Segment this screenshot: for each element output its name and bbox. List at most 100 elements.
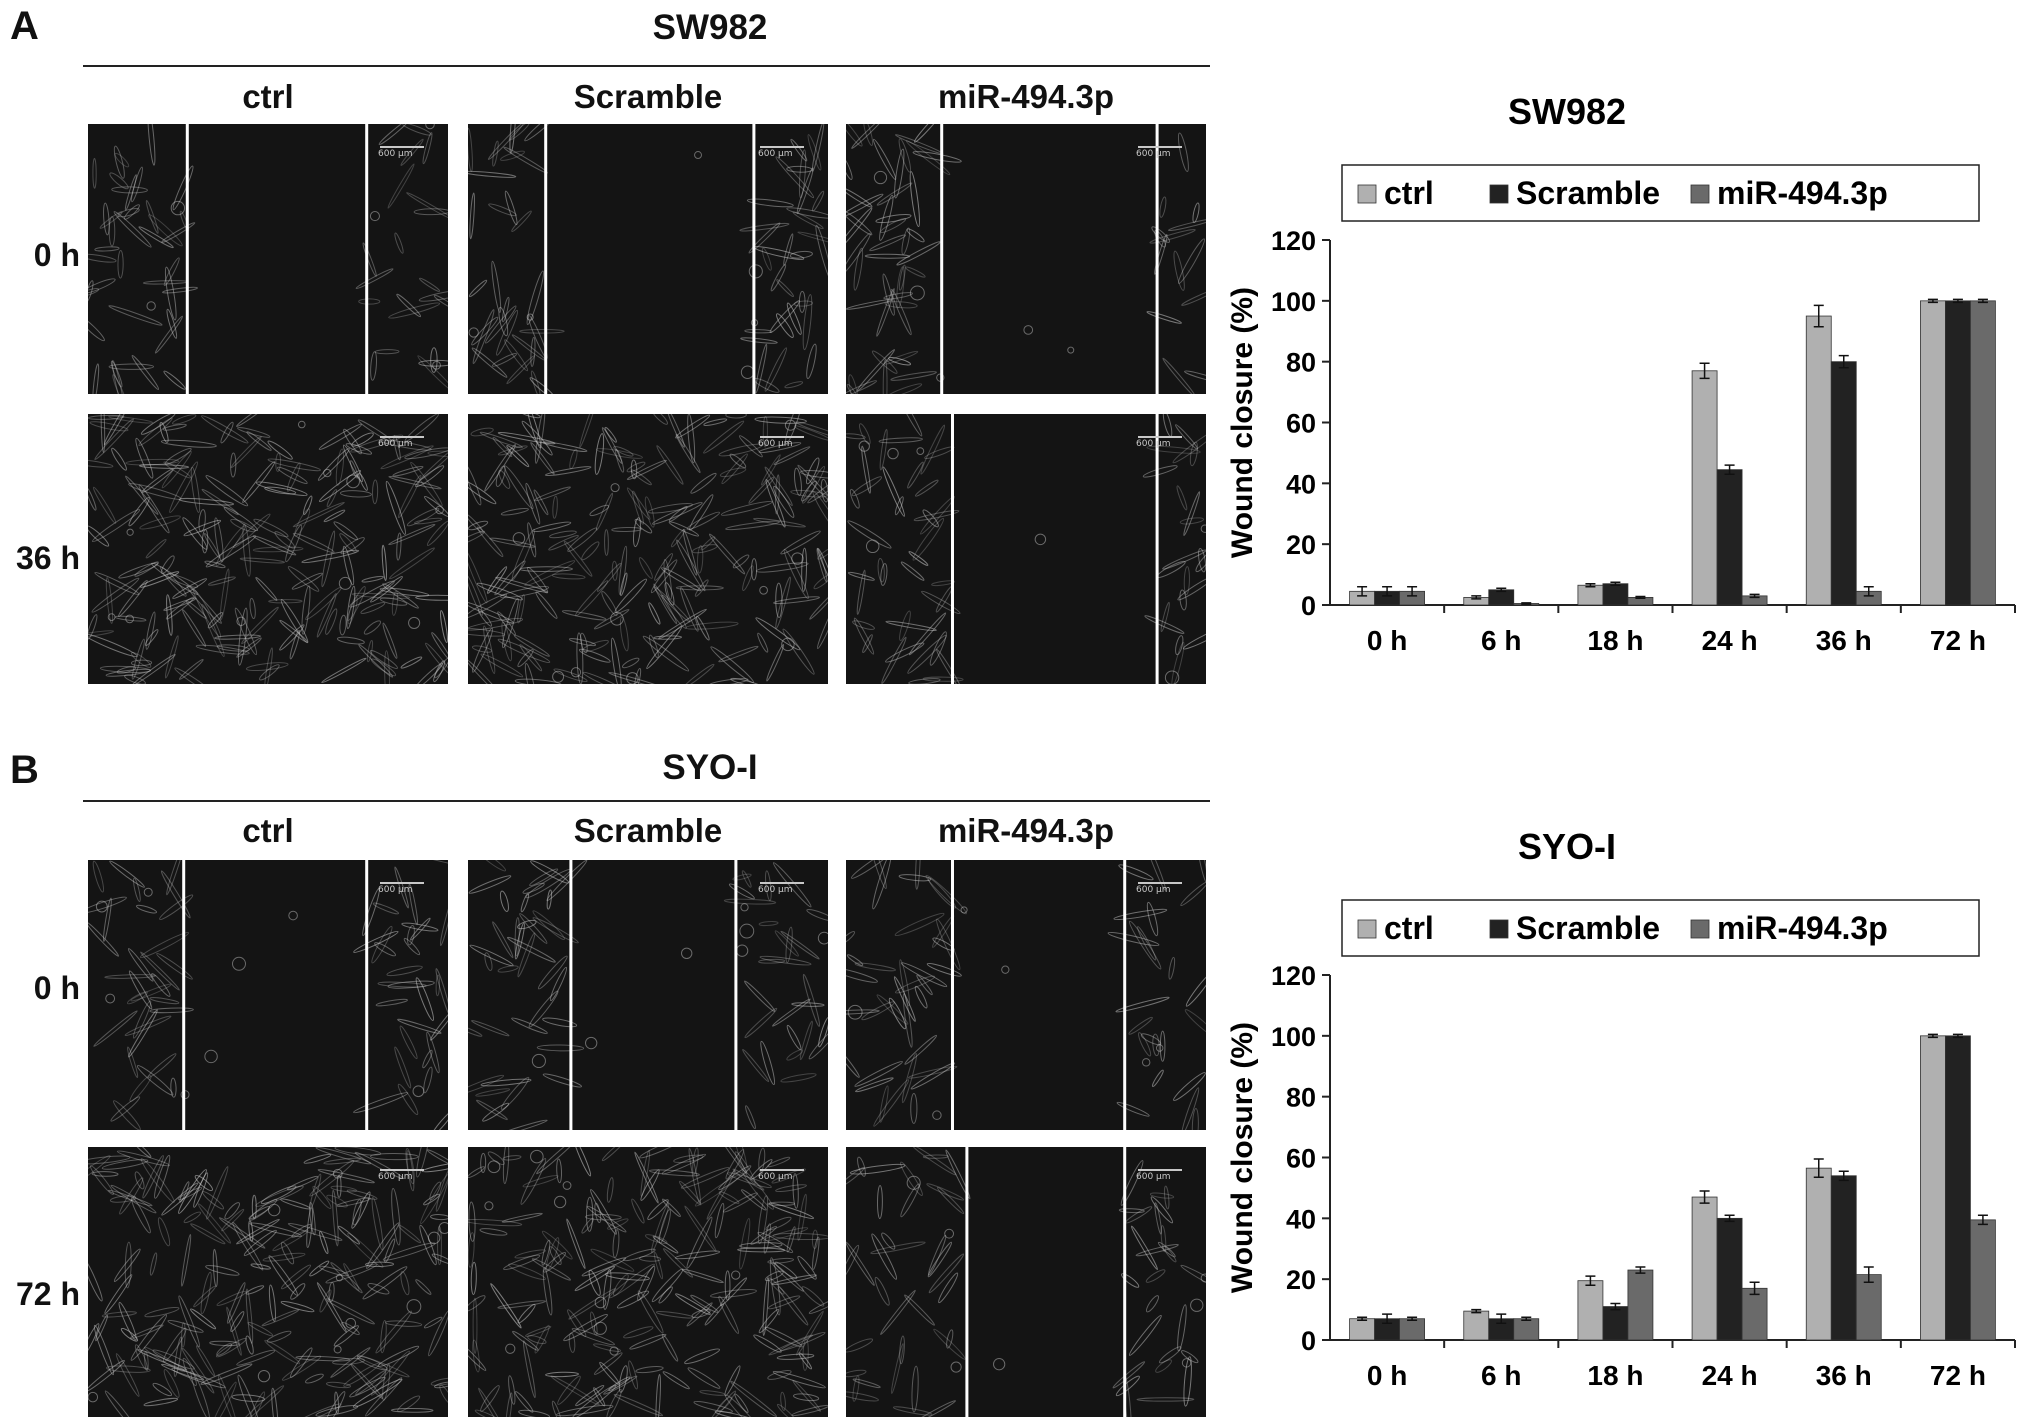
error-bar	[1863, 586, 1874, 597]
error-bar	[1357, 1316, 1368, 1321]
bar	[1488, 589, 1515, 606]
micrograph-a-ctrl-0h: 600 µm	[88, 124, 448, 394]
y-tick-label: 0	[1301, 1326, 1316, 1356]
x-tick-label: 72 h	[1930, 1360, 1986, 1391]
bar	[1513, 1318, 1540, 1341]
scale-bar-label: 600 µm	[1136, 149, 1171, 159]
bar	[1830, 1175, 1857, 1341]
scale-bar: 600 µm	[378, 882, 426, 896]
scale-bar-line	[760, 436, 804, 438]
y-tick-label: 80	[1286, 1083, 1316, 1113]
panel-a-row-0h: 0 h	[33, 237, 80, 273]
x-tick-label: 24 h	[1702, 625, 1758, 656]
scale-bar-line	[760, 1169, 804, 1171]
legend-swatch	[1690, 919, 1710, 939]
error-bar	[1724, 464, 1735, 475]
scale-bar-label: 600 µm	[758, 149, 793, 159]
chart-syo-i: SYO-I ctrl Scramble miR-494.3p 0 20 40 60 80 100 1…	[1226, 826, 2016, 1391]
y-tick-label: 60	[1286, 409, 1316, 439]
error-bar	[1635, 595, 1646, 600]
scale-bar-label: 600 µm	[378, 885, 413, 895]
error-bar	[1927, 298, 1938, 304]
bar	[1691, 370, 1718, 606]
legend-label: Scramble	[1516, 910, 1660, 946]
panel-a-title: SW982	[652, 8, 768, 47]
error-bar	[1977, 298, 1988, 304]
scale-bar: 600 µm	[378, 1169, 426, 1183]
bar	[1602, 1306, 1629, 1341]
bar	[1805, 315, 1832, 606]
error-bar	[1357, 586, 1368, 597]
bar	[1830, 361, 1857, 606]
error-bar	[1496, 1313, 1507, 1325]
panel-b-row-0h: 0 h	[33, 970, 80, 1006]
error-bar	[1813, 304, 1824, 328]
scale-bar-line	[1138, 1169, 1182, 1171]
legend-label: ctrl	[1384, 175, 1434, 211]
x-tick-label: 0 h	[1367, 625, 1407, 656]
bar	[1945, 300, 1971, 606]
bar	[1716, 469, 1743, 606]
bar	[1349, 1318, 1375, 1341]
micrograph-a-scramble-36h: 600 µm	[468, 414, 828, 684]
x-tick-label: 6 h	[1481, 1360, 1521, 1391]
scale-bar: 600 µm	[1136, 882, 1184, 896]
error-bar	[1863, 1266, 1874, 1283]
scale-bar-line	[380, 1169, 424, 1171]
error-bar	[1407, 1316, 1418, 1321]
error-bar	[1699, 362, 1710, 380]
error-bar	[1610, 1302, 1621, 1311]
error-bar	[1471, 595, 1482, 600]
y-axis-label: Wound closure (%)	[1226, 1022, 1259, 1293]
scale-bar: 600 µm	[758, 436, 806, 450]
scale-bar-label: 600 µm	[378, 439, 413, 449]
scale-bar: 600 µm	[758, 882, 806, 896]
scale-bar-label: 600 µm	[758, 1172, 793, 1182]
legend-swatch	[1489, 919, 1509, 939]
error-bar	[1471, 1308, 1482, 1314]
y-axis-label: Wound closure (%)	[1226, 287, 1259, 558]
micrograph-b-ctrl-0h: 600 µm	[88, 860, 448, 1130]
error-bar	[1382, 1313, 1393, 1325]
legend-label: miR-494.3p	[1717, 175, 1888, 211]
bar	[1920, 300, 1946, 606]
x-tick-label: 36 h	[1816, 1360, 1872, 1391]
scale-bar-label: 600 µm	[378, 149, 413, 159]
legend-swatch	[1690, 184, 1710, 204]
scale-bar-line	[380, 882, 424, 884]
error-bar	[1749, 1281, 1760, 1296]
panel-a-cond-scramble: Scramble	[573, 78, 723, 115]
y-tick-label: 20	[1286, 1265, 1316, 1295]
micrograph-b-ctrl-72h: 600 µm	[88, 1147, 448, 1417]
error-bar	[1724, 1214, 1735, 1223]
bar	[1970, 1219, 1996, 1341]
panel-a-cond-ctrl: ctrl	[242, 78, 294, 115]
legend-swatch	[1357, 919, 1377, 939]
scale-bar-line	[1138, 436, 1182, 438]
scale-bar: 600 µm	[1136, 1169, 1184, 1183]
micrograph-b-mir-72h: 600 µm	[846, 1147, 1206, 1417]
panel-b-title: SYO-I	[662, 748, 758, 787]
panel-b-cond-mir: miR-494.3p	[937, 812, 1115, 849]
x-tick-label: 0 h	[1367, 1360, 1407, 1391]
bar	[1627, 1269, 1654, 1341]
panel-a-cond-mir: miR-494.3p	[937, 78, 1115, 115]
bar	[1920, 1035, 1946, 1341]
micrograph-a-mir-36h: 600 µm	[846, 414, 1206, 684]
error-bar	[1749, 593, 1760, 599]
y-tick-label: 20	[1286, 530, 1316, 560]
error-bar	[1382, 586, 1393, 597]
micrograph-a-scramble-0h: 600 µm	[468, 124, 828, 394]
y-tick-label: 100	[1271, 1022, 1316, 1052]
scale-bar-line	[1138, 882, 1182, 884]
bar	[1691, 1196, 1718, 1341]
y-tick-label: 80	[1286, 348, 1316, 378]
bar	[1805, 1167, 1832, 1341]
scale-bar-label: 600 µm	[758, 885, 793, 895]
error-bar	[1585, 1275, 1596, 1286]
y-tick-label: 120	[1271, 226, 1316, 256]
scale-bar-label: 600 µm	[1136, 439, 1171, 449]
chart-sw982: SW982 ctrl Scramble miR-494.3p 0 20 40 60 80 100 1…	[1226, 91, 2016, 656]
legend-swatch	[1489, 184, 1509, 204]
scale-bar-line	[380, 436, 424, 438]
